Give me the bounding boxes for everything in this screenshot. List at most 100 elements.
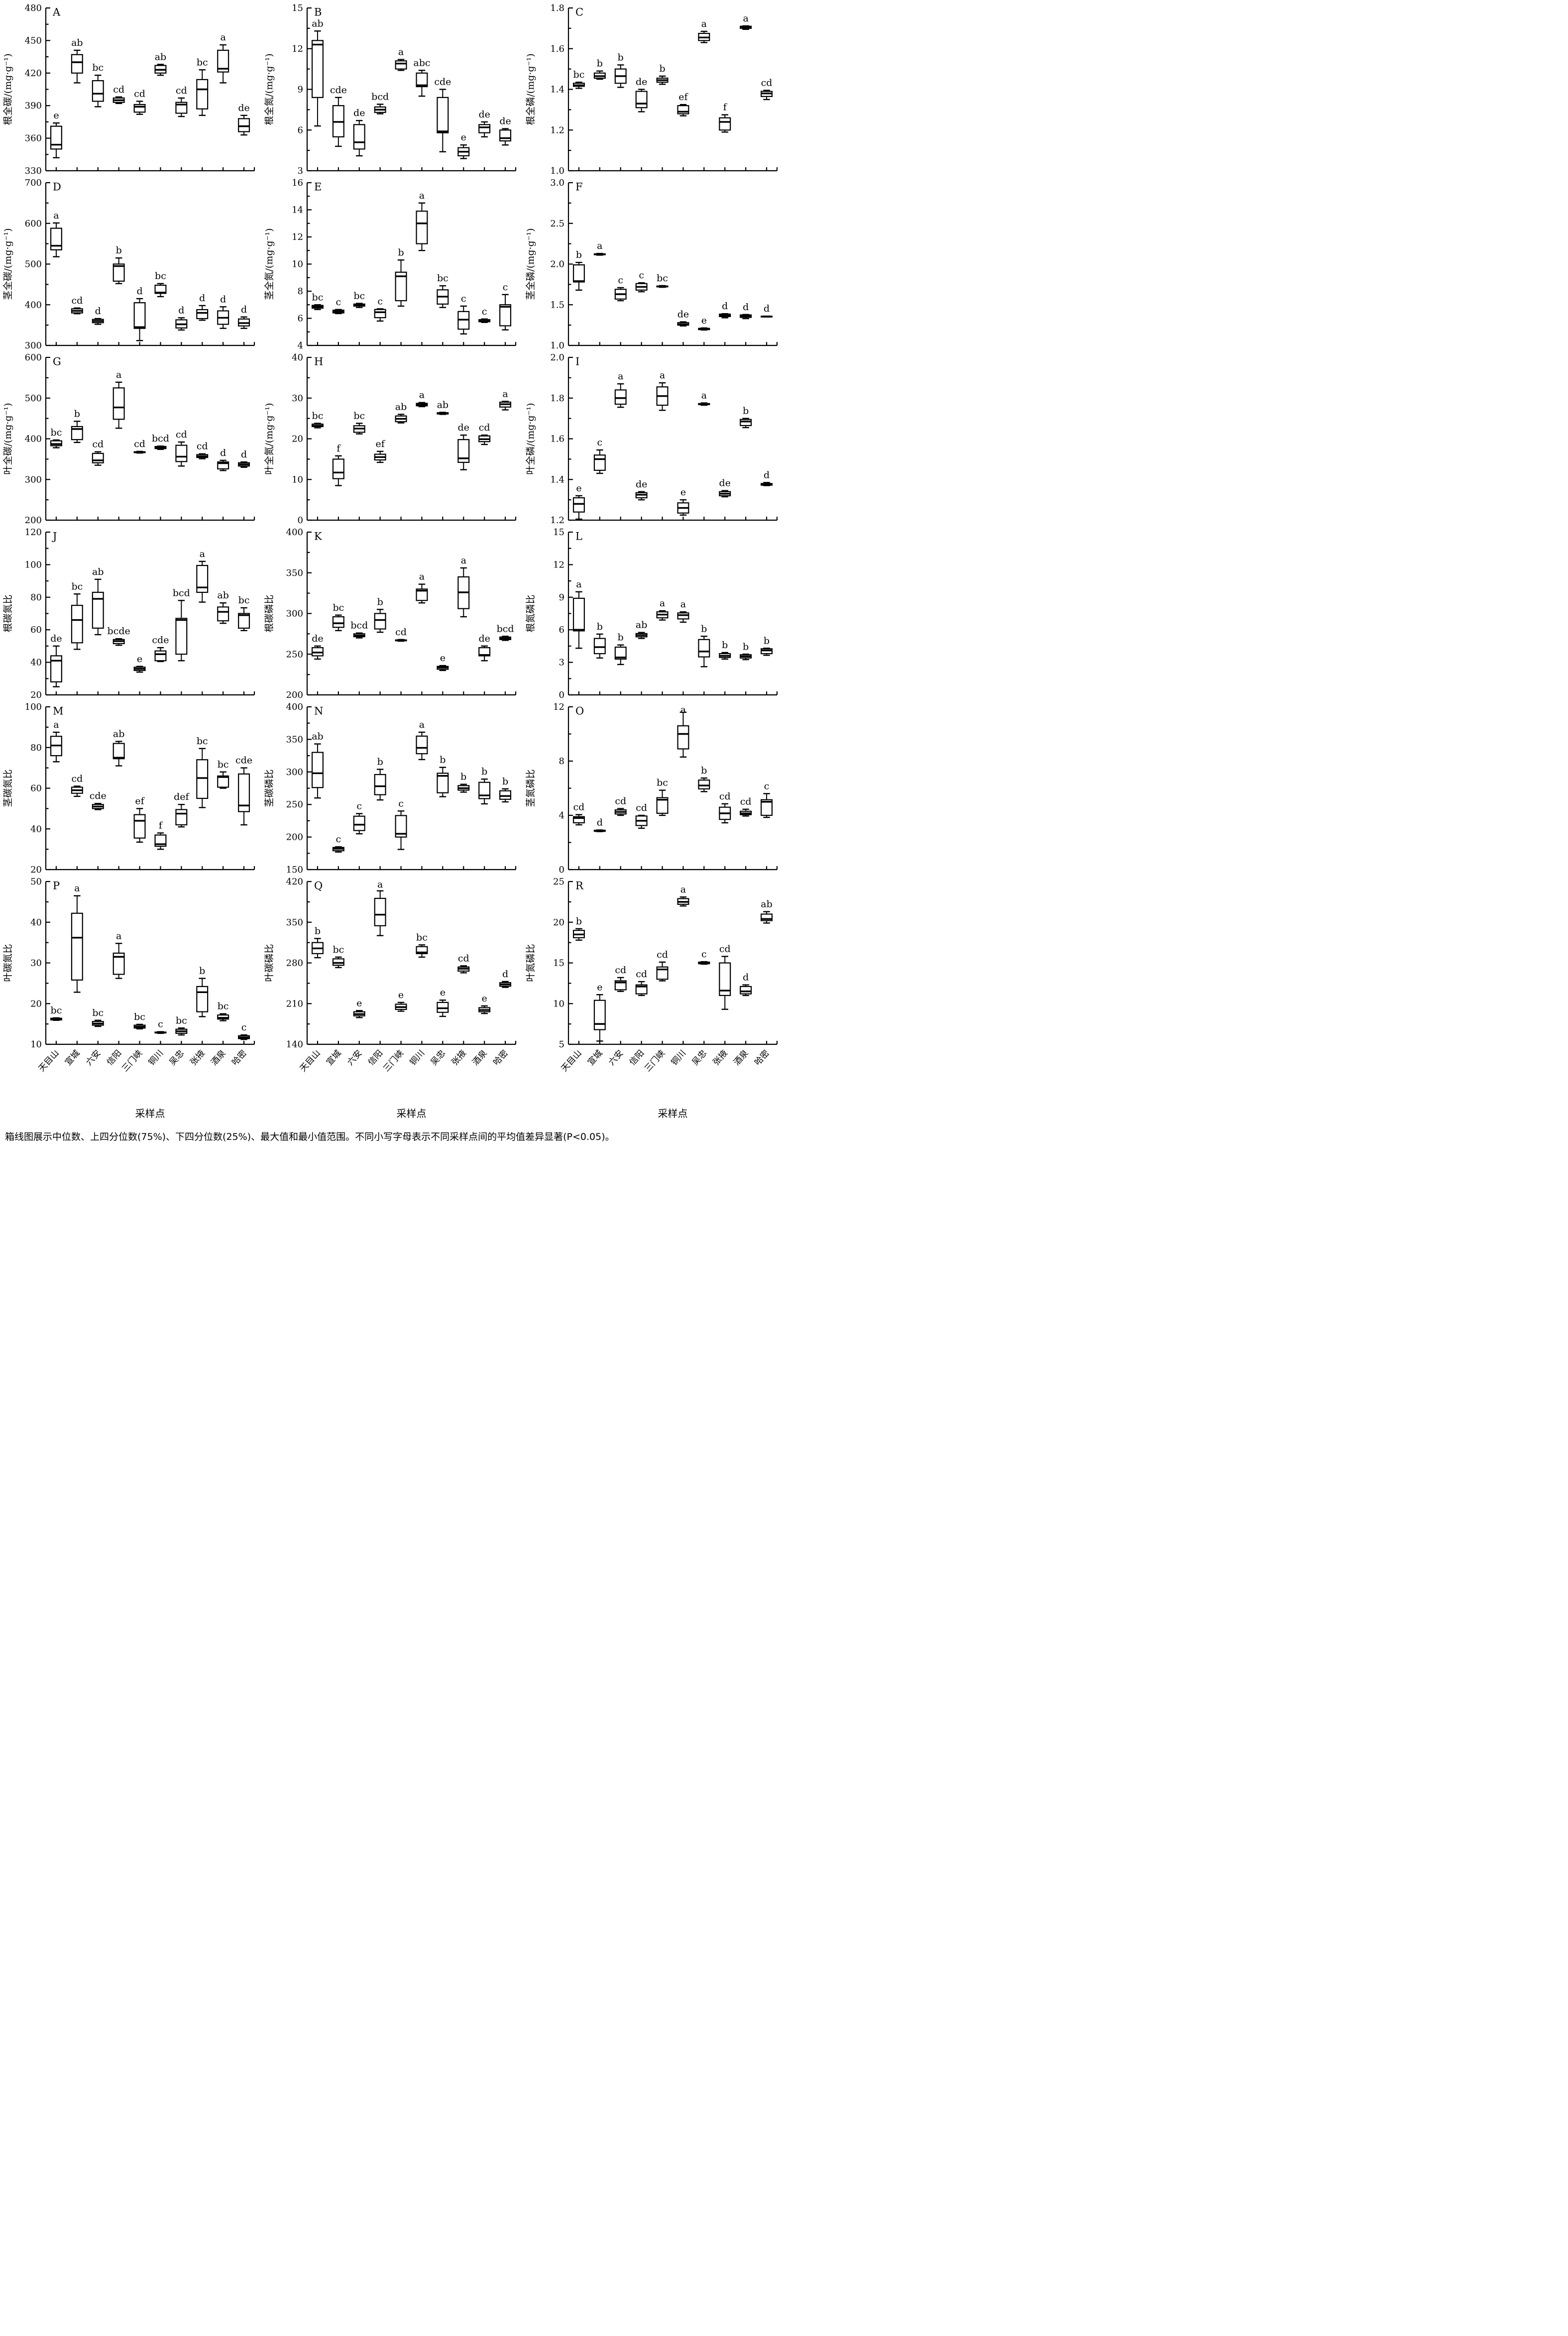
sig-letter: cd xyxy=(176,85,187,96)
panel-letter-I: I xyxy=(575,356,579,368)
sig-letter: e xyxy=(440,987,446,998)
sig-letter: b xyxy=(199,966,205,977)
box-P-酒泉 xyxy=(217,1013,229,1021)
y-tick-label: 250 xyxy=(286,799,303,810)
sig-letter: c xyxy=(158,1019,163,1030)
box-I-信阳 xyxy=(635,491,648,501)
site-label: 三门峡 xyxy=(120,1048,144,1074)
box-K-天目山 xyxy=(311,645,324,660)
y-tick-label: 40 xyxy=(292,352,303,363)
sig-letter: b xyxy=(743,406,749,417)
box-I-哈密 xyxy=(761,482,773,486)
box-Q-张掖 xyxy=(457,965,470,974)
box-P-吴忠 xyxy=(175,1027,188,1036)
box-B-三门峡 xyxy=(395,59,407,71)
sig-letter: ab xyxy=(113,728,125,739)
x-axis-labels-col-3: 天目山 宣城 六安 信阳 三门峡 铜川 吴忠 张掖 酒泉 哈密 采样点 xyxy=(523,1048,784,1123)
box-I-天目山 xyxy=(572,495,585,520)
box-A-哈密 xyxy=(238,114,250,136)
box-J-酒泉 xyxy=(217,602,229,624)
panel-letter-C: C xyxy=(575,6,583,18)
sig-letter: ab xyxy=(636,620,648,631)
sig-letter: e xyxy=(53,110,59,121)
sig-letter: e xyxy=(701,315,707,326)
boxplot-svg-D: 300 400 500 600 700 D 茎全碳/(mg·g⁻¹) a cd d b d bc d d d d xyxy=(2,178,255,351)
sig-letter: d xyxy=(764,303,770,314)
axes-O xyxy=(567,706,778,871)
box-F-三门峡 xyxy=(656,285,669,288)
y-tick-label: 2.0 xyxy=(550,352,564,363)
box-K-吴忠 xyxy=(437,665,449,671)
y-tick-label: 40 xyxy=(30,917,42,928)
y-axis-label-N: 茎碳磷比 xyxy=(264,769,275,807)
y-tick-label: 350 xyxy=(286,917,303,928)
sig-letter: cd xyxy=(719,943,731,954)
sig-letter: d xyxy=(178,305,184,316)
y-tick-label: 3 xyxy=(559,658,564,668)
sig-letter: b xyxy=(743,641,749,652)
sig-letter: d xyxy=(241,304,247,315)
panel-letter-G: G xyxy=(53,356,61,368)
box-M-哈密 xyxy=(238,767,250,826)
site-label: 吴忠 xyxy=(690,1048,709,1068)
y-tick-label: 300 xyxy=(286,609,303,619)
sig-letter: e xyxy=(356,998,362,1008)
panel-D: 300 400 500 600 700 D 茎全碳/(mg·g⁻¹) a cd d b d bc d d d d xyxy=(0,175,261,351)
box-R-张掖 xyxy=(719,956,731,1010)
box-M-三门峡 xyxy=(133,808,146,843)
y-axis-label-J: 根碳氮比 xyxy=(2,594,13,632)
y-tick-label: 100 xyxy=(25,559,42,570)
sig-letter: b xyxy=(74,408,80,419)
box-P-信阳 xyxy=(112,943,125,979)
box-A-宣城 xyxy=(71,49,83,84)
box-L-六安 xyxy=(614,644,627,666)
box-C-六安 xyxy=(614,64,627,88)
y-tick-label: 1.4 xyxy=(550,85,564,95)
y-tick-label: 1.6 xyxy=(550,434,564,445)
box-I-六安 xyxy=(614,383,627,408)
sig-letter: ab xyxy=(437,399,449,410)
y-tick-label: 330 xyxy=(25,166,42,175)
panel-L: 0 3 6 9 12 15 L 根氮磷比 a b b ab a a b b b b xyxy=(523,524,784,700)
box-M-张掖 xyxy=(196,748,209,808)
box-L-哈密 xyxy=(761,648,773,656)
sig-letter: ab xyxy=(312,18,324,29)
sig-letter: c xyxy=(701,949,707,960)
x-axis-title: 采样点 xyxy=(397,1108,427,1119)
sig-letter: b xyxy=(659,63,665,74)
axes-M xyxy=(45,706,255,871)
box-D-张掖 xyxy=(196,305,209,321)
box-D-三门峡 xyxy=(133,298,146,341)
box-A-铜川 xyxy=(154,64,167,76)
axes-D xyxy=(45,182,255,346)
sig-letter: de xyxy=(478,109,490,120)
site-label: 张掖 xyxy=(188,1048,207,1068)
site-label: 铜川 xyxy=(408,1048,427,1068)
sig-letter: a xyxy=(461,555,466,566)
y-tick-label: 700 xyxy=(25,178,42,188)
sig-letter: cd xyxy=(615,795,626,806)
panel-Q: 140 210 280 350 420 Q 叶碳磷比 b bc e a e bc e cd e d xyxy=(261,874,523,1050)
box-E-宣城 xyxy=(332,309,344,315)
sig-letter: cd xyxy=(479,422,490,433)
sig-letter: a xyxy=(502,388,508,399)
box-C-吴忠 xyxy=(698,30,710,43)
box-E-六安 xyxy=(353,303,365,308)
box-P-铜川 xyxy=(154,1031,167,1034)
box-D-六安 xyxy=(92,318,104,325)
box-O-铜川 xyxy=(677,711,689,758)
panel-I: 1.2 1.4 1.6 1.8 2.0 I 叶全磷/(mg·g⁻¹) e c a de a e a de b d xyxy=(523,349,784,526)
sig-letter: d xyxy=(220,294,226,305)
box-R-宣城 xyxy=(593,994,606,1042)
sig-letter: bc xyxy=(353,291,365,302)
y-axis-label-D: 茎全碳/(mg·g⁻¹) xyxy=(2,228,13,300)
box-B-哈密 xyxy=(499,128,512,146)
sig-letter: de xyxy=(478,633,490,644)
box-M-铜川 xyxy=(154,832,167,850)
axes-J xyxy=(45,531,255,696)
sig-letter: b xyxy=(597,58,603,69)
site-label: 三门峡 xyxy=(381,1048,406,1074)
site-label: 六安 xyxy=(345,1048,364,1068)
